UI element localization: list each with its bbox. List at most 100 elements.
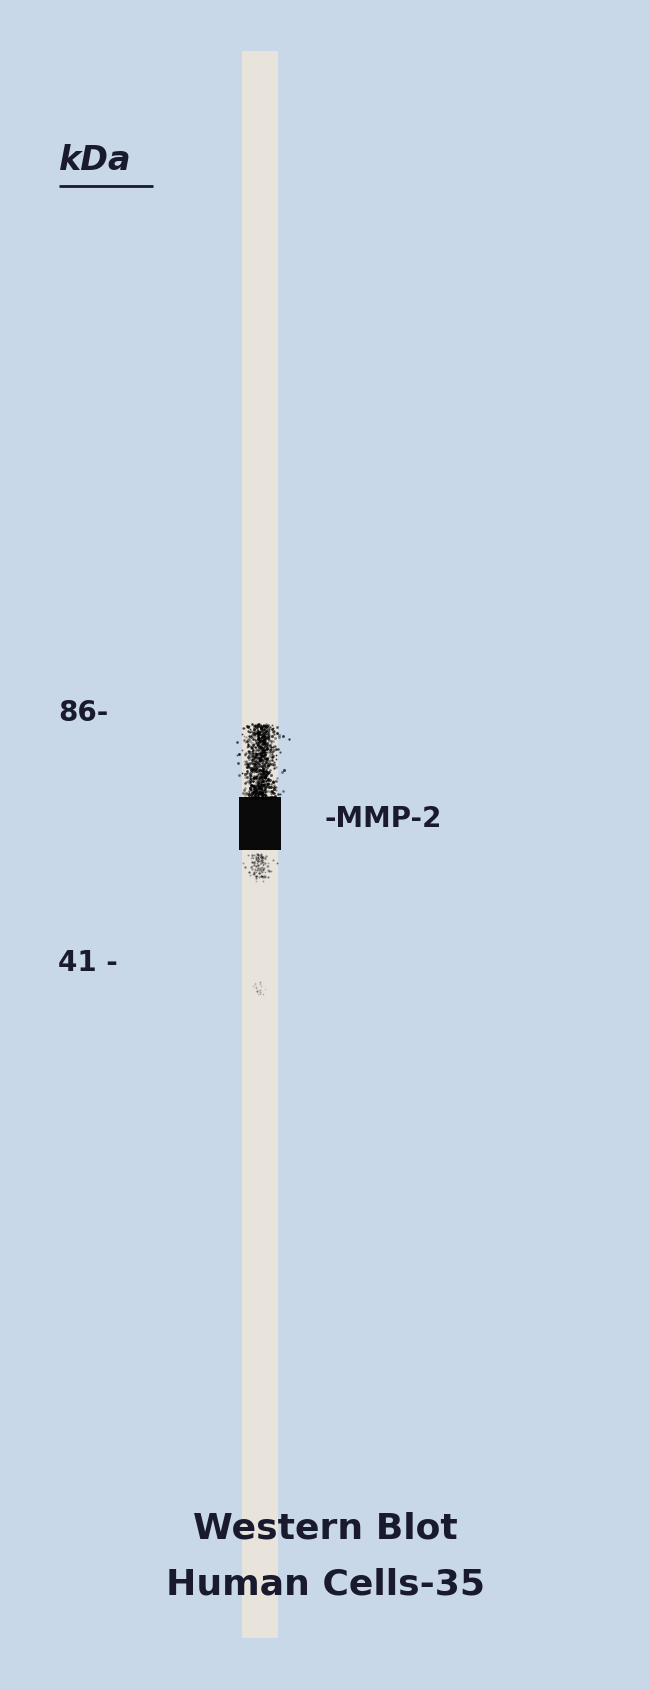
Point <box>250 784 261 811</box>
Point <box>259 760 270 787</box>
Point <box>263 723 273 750</box>
Point <box>250 748 260 775</box>
Point <box>257 731 267 758</box>
Point <box>266 711 277 738</box>
Point <box>256 763 266 790</box>
Point <box>261 767 272 794</box>
Point <box>248 844 258 872</box>
Point <box>257 866 268 893</box>
Point <box>250 738 260 765</box>
Point <box>261 767 271 794</box>
Point <box>265 747 275 774</box>
Point <box>240 775 251 802</box>
Point <box>266 716 277 743</box>
Point <box>255 843 265 870</box>
Point <box>243 733 254 760</box>
Point <box>247 841 257 868</box>
Point <box>255 851 265 878</box>
Point <box>259 774 270 801</box>
Point <box>265 767 276 794</box>
Point <box>243 750 254 777</box>
Point <box>258 736 268 763</box>
Point <box>260 774 270 801</box>
Point <box>246 785 257 812</box>
Point <box>252 731 263 758</box>
Point <box>259 767 269 794</box>
Point <box>251 772 261 799</box>
Point <box>250 975 261 1002</box>
Point <box>255 775 266 802</box>
Point <box>261 755 271 782</box>
Point <box>248 755 258 782</box>
Point <box>250 779 260 806</box>
Point <box>266 777 276 804</box>
Point <box>248 723 258 750</box>
Point <box>250 772 260 799</box>
Point <box>269 767 280 794</box>
Point <box>232 730 242 757</box>
Point <box>255 716 266 743</box>
Point <box>278 723 288 750</box>
Point <box>260 777 270 804</box>
Point <box>248 726 258 753</box>
Point <box>255 721 265 748</box>
Text: 86-: 86- <box>58 699 109 726</box>
Point <box>259 731 270 758</box>
Point <box>244 770 255 797</box>
Point <box>248 780 258 807</box>
Point <box>239 726 250 753</box>
Point <box>255 725 266 752</box>
Point <box>255 718 266 745</box>
Point <box>255 779 265 806</box>
Point <box>241 763 252 790</box>
Point <box>258 755 268 782</box>
Point <box>254 774 265 801</box>
Point <box>254 976 264 1003</box>
Point <box>267 728 278 755</box>
Point <box>269 772 280 799</box>
Point <box>253 748 263 775</box>
Point <box>259 777 270 804</box>
Point <box>258 863 268 890</box>
Point <box>255 752 266 779</box>
Point <box>256 863 266 890</box>
Point <box>254 750 264 777</box>
Point <box>251 736 261 763</box>
Point <box>256 855 266 882</box>
Point <box>256 730 266 757</box>
Point <box>266 747 277 774</box>
Point <box>246 784 257 811</box>
Point <box>246 782 257 809</box>
Point <box>251 844 261 872</box>
Point <box>258 726 268 753</box>
Point <box>255 860 266 887</box>
Point <box>258 738 268 765</box>
Point <box>255 745 266 772</box>
Point <box>256 740 266 767</box>
Point <box>257 743 268 770</box>
Point <box>259 726 269 753</box>
Point <box>246 775 256 802</box>
Point <box>254 748 265 775</box>
Point <box>258 758 268 785</box>
Point <box>260 772 270 799</box>
Point <box>252 711 263 738</box>
Point <box>253 748 263 775</box>
Point <box>256 841 266 868</box>
Point <box>259 779 270 806</box>
Point <box>258 716 268 743</box>
Point <box>254 763 265 790</box>
Point <box>251 758 261 785</box>
Point <box>254 860 264 887</box>
Point <box>246 767 256 794</box>
Point <box>257 851 268 878</box>
Point <box>255 740 265 767</box>
Point <box>268 714 279 741</box>
Point <box>259 745 270 772</box>
Point <box>250 856 261 883</box>
Point <box>259 728 269 755</box>
Point <box>259 725 270 752</box>
Point <box>252 780 262 807</box>
Point <box>265 714 275 741</box>
Point <box>250 713 260 740</box>
